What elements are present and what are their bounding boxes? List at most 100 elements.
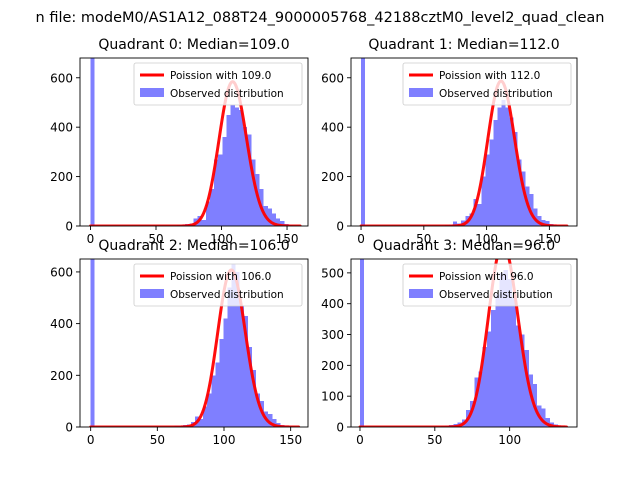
histogram-bar [223, 318, 228, 427]
y-tick-label: 100 [321, 390, 344, 404]
histogram-bar [474, 377, 479, 427]
axes-frame [79, 57, 309, 227]
legend-bar-swatch [409, 289, 433, 298]
histogram-bar [226, 114, 231, 226]
subplot-title: Quadrant 2: Median=106.0 [98, 238, 289, 254]
legend-label-observed: Observed distribution [170, 88, 284, 100]
histogram-bar [453, 221, 458, 226]
y-tick-label: 400 [50, 121, 73, 135]
histogram-bar [359, 259, 365, 427]
panel-quadrant-0: 0 50 100 150 0 200 400 600 Quadrant 0: Median=10… [50, 37, 309, 246]
x-tick-label: 100 [210, 232, 233, 246]
histogram-bar [215, 362, 220, 427]
panel-quadrant-2: 0 50 100 150 0 200 400 600 Quadrant 2: Median=10… [50, 238, 309, 447]
histogram-bar [247, 346, 252, 427]
histogram-bar [517, 159, 522, 226]
histogram-bar [491, 309, 496, 427]
histogram-bar [211, 375, 216, 427]
histogram-bar [235, 271, 240, 427]
histogram-bar [505, 107, 510, 226]
histogram-bar [243, 315, 248, 427]
histogram-bar [493, 119, 498, 226]
y-tick-label: 0 [336, 220, 344, 234]
histogram-bar [231, 264, 236, 427]
histogram-bar [251, 370, 256, 427]
histogram-bar [251, 159, 256, 226]
histogram-bar [239, 305, 244, 427]
histogram-bar [219, 339, 224, 427]
y-tick-label: 200 [50, 369, 73, 383]
figure-title: n file: modeM0/AS1A12_088T24_9000005768_… [36, 10, 605, 26]
x-tick-label: 50 [427, 433, 442, 447]
y-tick-label: 600 [50, 71, 73, 85]
histogram-bar [528, 374, 533, 427]
histogram-bar [207, 393, 212, 427]
x-tick-label: 100 [213, 433, 236, 447]
plot-area [358, 259, 569, 427]
histogram-bar [524, 349, 529, 427]
x-tick-label: 50 [148, 232, 163, 246]
axes-frame [350, 258, 578, 428]
legend: Poission with 109.0 Observed distribution [133, 62, 303, 106]
histogram-bar [507, 279, 513, 427]
poisson-curve [88, 80, 302, 226]
histogram-bar [230, 104, 235, 226]
histogram-bar [470, 400, 475, 427]
y-tick-label: 0 [65, 421, 73, 435]
legend-box [402, 62, 572, 106]
axes-frame [350, 57, 578, 227]
histogram-bar [520, 334, 525, 427]
histogram-bar [238, 109, 244, 226]
histogram-bar [503, 269, 508, 427]
x-tick-label: 150 [276, 232, 299, 246]
histogram-bar [199, 419, 204, 427]
legend: Poission with 112.0 Observed distribution [402, 62, 572, 106]
y-tick-label: 300 [321, 328, 344, 342]
legend-box [133, 62, 303, 106]
histogram-bar [541, 219, 546, 226]
histogram-bar [276, 218, 281, 226]
histogram-bar [541, 408, 546, 427]
histogram-bar [473, 198, 478, 226]
y-tick-label: 200 [321, 170, 344, 184]
legend-box [402, 263, 572, 307]
y-tick-label: 400 [321, 297, 344, 311]
histogram-bar [272, 419, 277, 427]
histogram-bar [218, 154, 223, 226]
histogram-bar [545, 221, 550, 226]
x-tick-label: 100 [475, 232, 498, 246]
legend-label-observed: Observed distribution [439, 289, 553, 301]
y-tick-label: 500 [321, 266, 344, 280]
poisson-curve [89, 268, 301, 427]
histogram-bar [545, 417, 550, 427]
histogram-bar [513, 132, 518, 226]
legend-label-poisson: Poission with 109.0 [170, 70, 271, 82]
y-tick-label: 0 [336, 421, 344, 435]
x-tick-label: 50 [150, 433, 165, 447]
y-tick-label: 200 [50, 170, 73, 184]
subplot-title: Quadrant 1: Median=112.0 [368, 37, 559, 53]
poisson-curve [359, 79, 569, 226]
x-tick-label: 150 [279, 433, 302, 447]
histogram-bar [501, 100, 506, 226]
histogram-bar [227, 287, 232, 427]
histogram-bar [529, 193, 534, 226]
histogram-bar [495, 294, 500, 427]
histogram-bar [256, 393, 261, 427]
histogram-bar [214, 159, 219, 226]
histogram-bar [280, 221, 285, 226]
x-tick-label: 0 [87, 433, 95, 447]
histogram-bar [509, 117, 514, 226]
x-tick-label: 50 [416, 232, 431, 246]
legend: Poission with 106.0 Observed distribution [133, 263, 303, 307]
poisson-curve [358, 259, 569, 427]
histogram-bar [90, 259, 95, 427]
histogram-bar [485, 154, 490, 226]
histogram-bar [489, 139, 494, 226]
histogram-bar [521, 171, 526, 226]
x-tick-label: 100 [498, 433, 521, 447]
histogram-bar [512, 297, 517, 427]
legend-label-observed: Observed distribution [439, 88, 553, 100]
histogram-bar [203, 406, 208, 427]
